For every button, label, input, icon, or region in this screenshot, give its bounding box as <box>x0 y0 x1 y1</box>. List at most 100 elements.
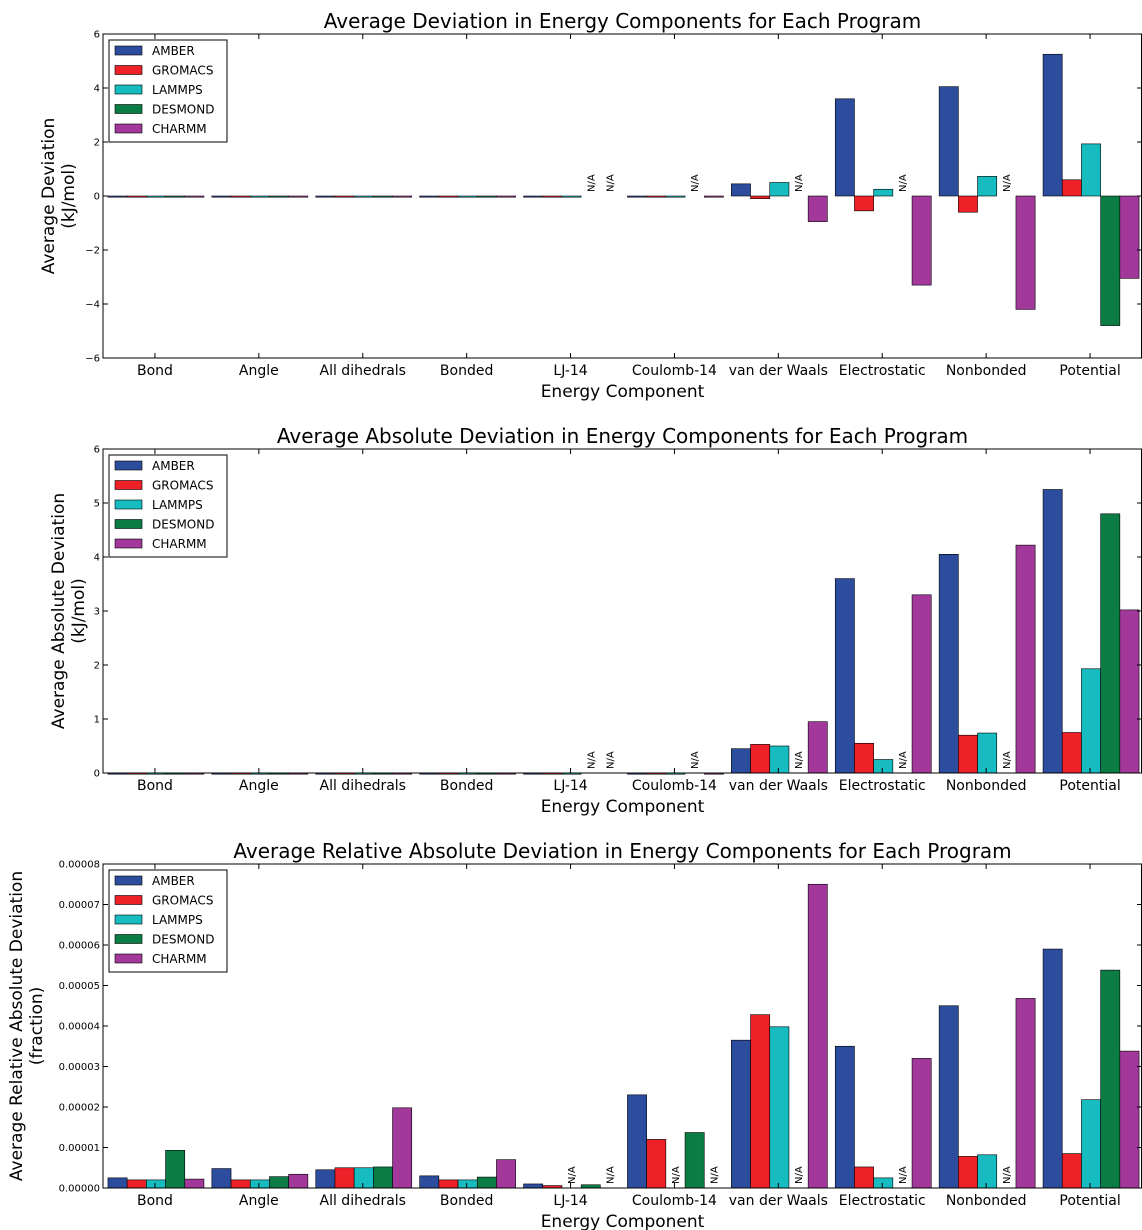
bar-gromacs-7 <box>854 195 874 212</box>
na-label: N/A <box>1002 1166 1013 1184</box>
bar-charmm-8 <box>1015 998 1036 1189</box>
na-label: N/A <box>794 1166 805 1184</box>
bar-desmond-9 <box>1100 969 1121 1189</box>
legend: AMBER GROMACS LAMMPS DESMOND CHARMM <box>108 869 228 973</box>
bar-lammps-0 <box>146 1179 166 1189</box>
bar-lammps-8 <box>977 1154 998 1189</box>
bar-desmond-5 <box>684 1132 705 1189</box>
y-axis-label: (kJ/mol) <box>69 578 89 644</box>
bar-lammps-9 <box>1081 668 1101 774</box>
bar-desmond-9 <box>1100 195 1121 326</box>
y-tick-label: 0.00003 <box>59 1062 100 1073</box>
bar-desmond-0 <box>165 1150 186 1189</box>
bar-desmond-9 <box>1100 513 1121 774</box>
bar-lammps-2 <box>353 1167 374 1189</box>
na-label: N/A <box>898 174 909 192</box>
x-tick-label: Bond <box>137 1193 173 1209</box>
legend-swatch-gromacs <box>114 895 143 905</box>
x-tick-label: van der Waals <box>729 778 828 794</box>
na-label: N/A <box>671 1166 682 1184</box>
bar-charmm-1 <box>288 1173 309 1189</box>
bar-gromacs-5 <box>646 1139 667 1189</box>
bar-desmond-2 <box>373 1166 393 1189</box>
chart-panel-3: Average Relative Absolute Deviation in E… <box>7 839 1142 1230</box>
legend-swatch-amber <box>114 460 143 471</box>
y-tick-label: 6 <box>94 30 100 41</box>
bar-charmm-2 <box>392 1107 413 1189</box>
bar-lammps-1 <box>249 1179 270 1189</box>
bar-gromacs-7 <box>854 742 874 774</box>
na-label: N/A <box>898 751 909 769</box>
x-tick-label: van der Waals <box>729 363 828 379</box>
bar-gromacs-4 <box>542 195 563 198</box>
bar-charmm-0 <box>184 195 205 198</box>
bar-lammps-6 <box>769 1026 790 1189</box>
na-label: N/A <box>586 174 597 192</box>
legend-label-desmond: DESMOND <box>152 103 214 117</box>
bar-amber-8 <box>938 86 959 197</box>
bar-desmond-1 <box>269 1176 289 1189</box>
na-label: N/A <box>898 1166 909 1184</box>
bar-charmm-8 <box>1015 544 1036 774</box>
bar-charmm-5 <box>703 195 724 198</box>
y-tick-label: 2 <box>94 138 100 149</box>
na-label: N/A <box>605 751 616 769</box>
chart-title: Average Relative Absolute Deviation in E… <box>233 839 1011 863</box>
bar-charmm-6 <box>807 883 828 1189</box>
bar-charmm-7 <box>911 1058 932 1189</box>
x-axis-label: Energy Component <box>541 382 705 402</box>
x-tick-label: Angle <box>239 363 279 379</box>
y-axis-label: Average Absolute Deviation <box>49 493 69 729</box>
legend-label-desmond: DESMOND <box>152 933 214 947</box>
bar-gromacs-6 <box>750 1014 771 1189</box>
legend-label-desmond: DESMOND <box>152 518 214 532</box>
x-tick-label: Bonded <box>440 363 493 379</box>
legend-swatch-gromacs <box>114 480 143 490</box>
x-tick-label: Bonded <box>440 778 493 794</box>
bar-lammps-4 <box>561 195 582 198</box>
bar-amber-6 <box>731 183 751 197</box>
bar-amber-7 <box>834 1045 855 1189</box>
bar-gromacs-8 <box>958 734 978 774</box>
bar-gromacs-9 <box>1061 1153 1082 1189</box>
bar-lammps-6 <box>769 745 790 774</box>
bar-amber-5 <box>627 1094 647 1189</box>
bar-amber-7 <box>834 578 855 774</box>
bar-gromacs-1 <box>230 1179 251 1189</box>
y-tick-label: 0.00007 <box>59 900 100 911</box>
bar-amber-9 <box>1042 489 1063 774</box>
x-tick-label: Coulomb-14 <box>632 778 717 794</box>
legend-label-amber: AMBER <box>152 44 195 58</box>
bar-amber-3 <box>419 1175 440 1189</box>
y-tick-label: 0.00001 <box>59 1143 100 1154</box>
bar-lammps-2 <box>353 195 374 198</box>
legend-label-lammps: LAMMPS <box>152 83 203 97</box>
bar-lammps-8 <box>977 732 998 774</box>
bar-charmm-9 <box>1119 1050 1140 1189</box>
y-tick-label: 5 <box>94 499 100 510</box>
chart-panel-2: Average Absolute Deviation in Energy Com… <box>49 424 1142 817</box>
legend-label-charmm: CHARMM <box>152 952 207 966</box>
bar-lammps-9 <box>1081 143 1101 197</box>
legend-label-gromacs: GROMACS <box>152 479 213 493</box>
bar-gromacs-9 <box>1061 179 1082 197</box>
y-tick-label: 3 <box>94 607 100 618</box>
x-tick-label: Nonbonded <box>946 1193 1027 1209</box>
bar-amber-4 <box>523 1183 544 1189</box>
na-label: N/A <box>605 174 616 192</box>
na-label: N/A <box>709 1166 720 1184</box>
legend-label-gromacs: GROMACS <box>152 894 213 908</box>
bar-amber-6 <box>731 1039 751 1189</box>
bar-gromacs-7 <box>854 1166 874 1189</box>
bar-gromacs-5 <box>646 195 667 198</box>
bar-amber-2 <box>315 1169 336 1189</box>
x-tick-label: LJ-14 <box>553 778 587 794</box>
legend-swatch-gromacs <box>114 65 143 75</box>
bar-gromacs-9 <box>1061 732 1082 774</box>
bar-amber-2 <box>315 195 336 198</box>
legend-label-charmm: CHARMM <box>152 122 207 136</box>
bar-amber-0 <box>107 1177 128 1189</box>
x-tick-label: Angle <box>239 778 279 794</box>
bar-lammps-3 <box>457 195 478 198</box>
na-label: N/A <box>1002 751 1013 769</box>
